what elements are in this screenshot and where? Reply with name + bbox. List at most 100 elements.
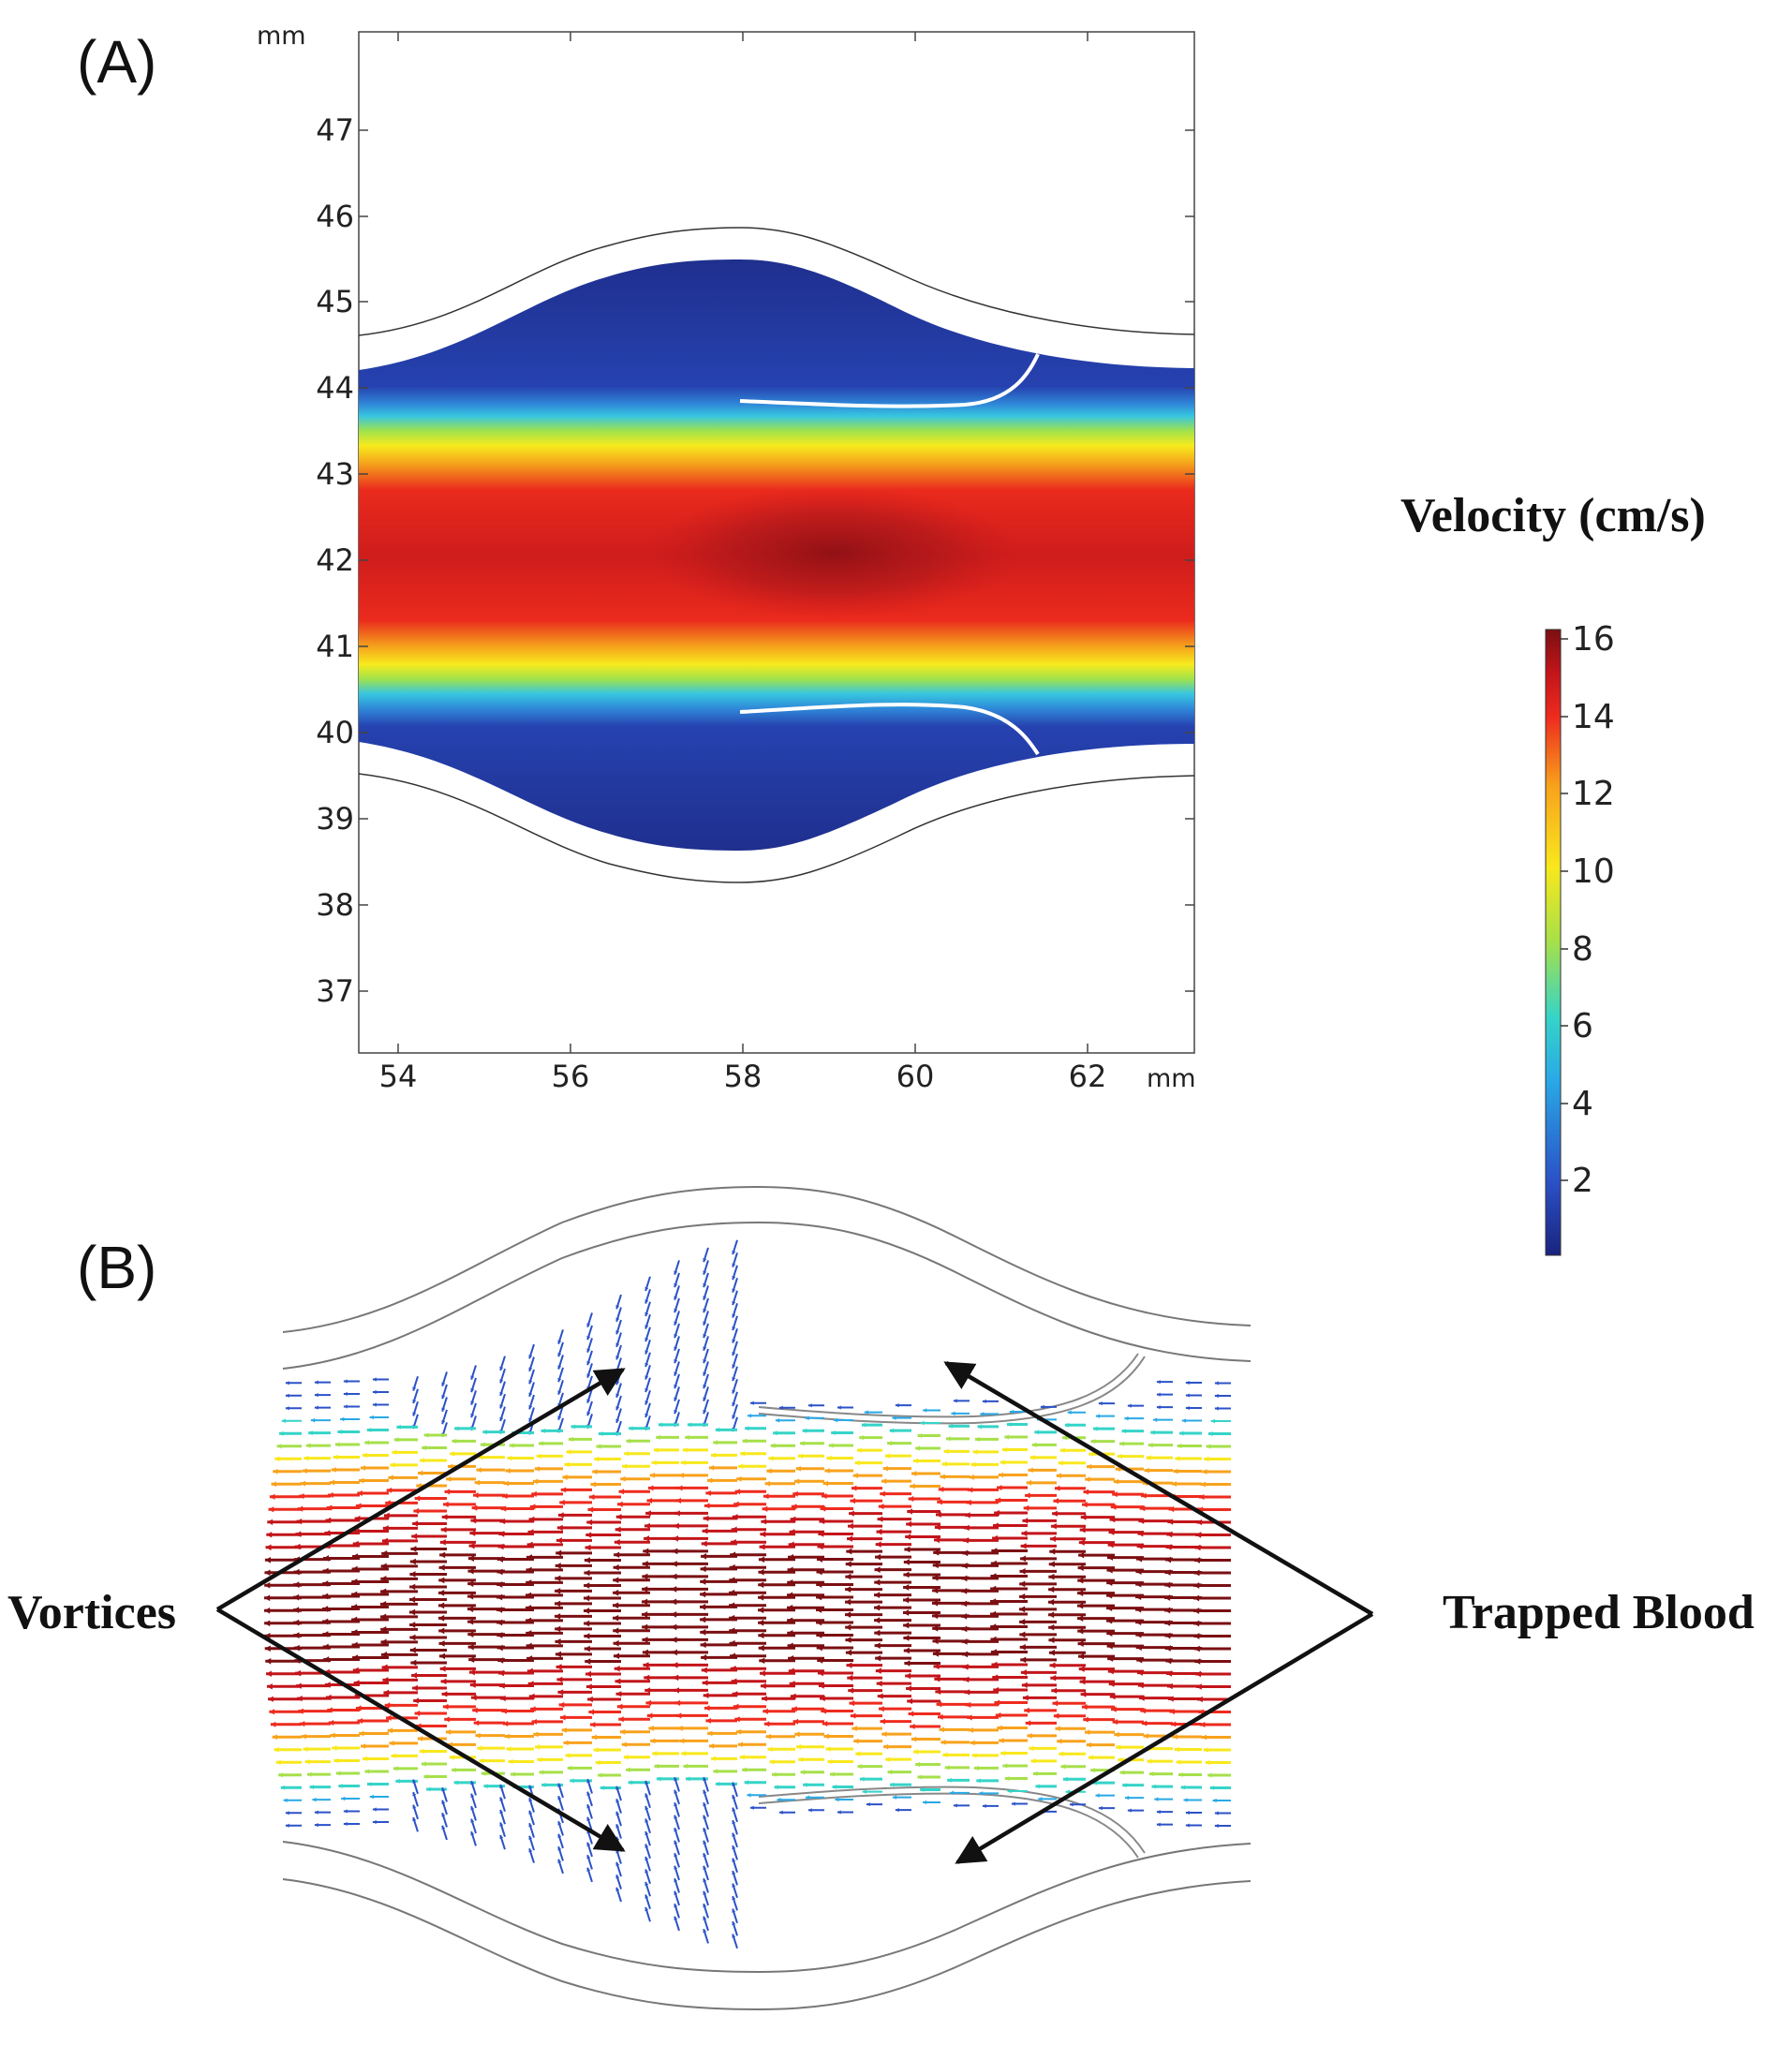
- velocity-arrow-head: [1136, 1543, 1143, 1549]
- velocity-arrow-head: [857, 1763, 863, 1770]
- velocity-arrow-head: [586, 1779, 591, 1784]
- velocity-arrow-head: [446, 1476, 452, 1482]
- velocity-arrow-head: [383, 1512, 390, 1519]
- velocity-arrow-head: [990, 1636, 997, 1643]
- velocity-arrow-head: [933, 1536, 940, 1544]
- velocity-arrow-head: [1195, 1532, 1202, 1538]
- velocity-arrow-head: [674, 1865, 678, 1870]
- velocity-arrow-head: [1185, 1823, 1190, 1828]
- velocity-arrow-head: [1025, 1720, 1031, 1726]
- velocity-arrow-head: [265, 1658, 272, 1665]
- velocity-arrow-head: [442, 1703, 449, 1710]
- velocity-arrow-head: [314, 1810, 318, 1815]
- velocity-arrow-head: [1053, 1712, 1059, 1719]
- velocity-arrow-head: [729, 1639, 735, 1647]
- velocity-arrow-head: [674, 1777, 678, 1782]
- velocity-arrow-head: [444, 1489, 450, 1495]
- velocity-arrow-head: [967, 1487, 973, 1493]
- velocity-arrow-head: [441, 1420, 446, 1425]
- velocity-arrow-head: [703, 1705, 710, 1712]
- velocity-arrow-head: [360, 1465, 366, 1471]
- velocity-arrow-head: [557, 1415, 562, 1420]
- velocity-arrow-head: [932, 1651, 939, 1657]
- velocity-arrow-head: [1029, 1745, 1034, 1752]
- velocity-arrow-head: [266, 1683, 273, 1690]
- velocity-arrow-head: [793, 1478, 800, 1485]
- velocity-arrow-head: [1156, 1810, 1161, 1815]
- velocity-arrow-head: [279, 1430, 284, 1436]
- velocity-arrow-head: [944, 1765, 950, 1771]
- velocity-arrow-head: [500, 1505, 507, 1512]
- velocity-arrow-head: [369, 1794, 374, 1800]
- velocity-arrow-head: [503, 1480, 509, 1487]
- colorbar-tick-label: 16: [1572, 620, 1615, 659]
- velocity-arrow-head: [441, 1395, 446, 1400]
- velocity-arrow-head: [971, 1753, 977, 1758]
- velocity-arrow-head: [1052, 1510, 1058, 1517]
- velocity-arrow-head: [1048, 1637, 1055, 1644]
- velocity-arrow-head: [584, 1594, 590, 1602]
- velocity-arrow-head: [527, 1529, 534, 1535]
- velocity-arrow-head: [991, 1548, 998, 1554]
- colorbar-tick-label: 14: [1572, 698, 1615, 736]
- velocity-arrow-head: [438, 1615, 445, 1622]
- velocity-arrow-head: [678, 1473, 684, 1478]
- velocity-arrow-head: [423, 1773, 429, 1779]
- velocity-arrow-head: [531, 1490, 537, 1497]
- velocity-arrow-head: [1034, 1430, 1039, 1435]
- velocity-arrow-head: [271, 1481, 276, 1488]
- velocity-arrow-head: [372, 1389, 377, 1395]
- velocity-arrow-head: [439, 1551, 446, 1559]
- velocity-arrow-head: [687, 1422, 692, 1428]
- velocity-arrow-head: [962, 1664, 969, 1670]
- velocity-arrow-head: [703, 1270, 707, 1275]
- velocity-arrow-head: [791, 1504, 797, 1510]
- velocity-arrow-head: [1106, 1566, 1113, 1574]
- velocity-arrow-head: [703, 1916, 707, 1920]
- velocity-arrow-head: [283, 1798, 288, 1803]
- velocity-arrow-head: [441, 1407, 446, 1412]
- velocity-arrow-head: [990, 1623, 997, 1630]
- velocity-arrow-head: [994, 1699, 1000, 1706]
- velocity-arrow-head: [1214, 1393, 1219, 1399]
- velocity-arrow-head: [478, 1454, 483, 1460]
- velocity-arrow-head: [1107, 1541, 1114, 1549]
- velocity-arrow-head: [264, 1620, 271, 1627]
- velocity-arrow-head: [822, 1721, 828, 1726]
- velocity-arrow-head: [701, 1654, 707, 1661]
- velocity-arrow-head: [615, 1861, 620, 1866]
- velocity-arrow-head: [1020, 1669, 1027, 1676]
- velocity-arrow-head: [470, 1793, 475, 1798]
- velocity-arrow-head: [324, 1682, 331, 1688]
- velocity-arrow-head: [823, 1733, 829, 1740]
- velocity-arrow-head: [1025, 1492, 1030, 1499]
- velocity-arrow-head: [560, 1487, 567, 1493]
- velocity-arrow-head: [853, 1738, 859, 1744]
- velocity-arrow-head: [392, 1449, 397, 1455]
- velocity-arrow-head: [1151, 1784, 1156, 1789]
- velocity-arrow-head: [674, 1699, 681, 1707]
- velocity-arrow-head: [614, 1652, 620, 1660]
- velocity-arrow-head: [541, 1428, 546, 1433]
- velocity-arrow-head: [732, 1795, 736, 1800]
- velocity-arrow-head: [703, 1853, 707, 1858]
- velocity-arrow-head: [875, 1654, 881, 1662]
- velocity-arrow-head: [700, 1629, 706, 1636]
- velocity-arrow-head: [990, 1610, 997, 1618]
- velocity-arrow-head: [674, 1397, 678, 1401]
- velocity-arrow-head: [555, 1600, 561, 1608]
- velocity-arrow-head: [817, 1543, 823, 1550]
- velocity-arrow-head: [1095, 1793, 1100, 1798]
- velocity-arrow-head: [732, 1389, 736, 1394]
- velocity-arrow-head: [528, 1380, 533, 1385]
- velocity-arrow-head: [297, 1505, 304, 1512]
- velocity-arrow-head: [351, 1604, 358, 1610]
- velocity-arrow-head: [1141, 1492, 1147, 1499]
- velocity-arrow-head: [703, 1385, 707, 1389]
- velocity-arrow-head: [438, 1640, 445, 1647]
- velocity-arrow-head: [674, 1828, 678, 1832]
- velocity-arrow-head: [644, 1387, 649, 1393]
- velocity-arrow-head: [1106, 1617, 1113, 1624]
- velocity-arrow-head: [787, 1642, 793, 1650]
- velocity-arrow-head: [1077, 1627, 1084, 1635]
